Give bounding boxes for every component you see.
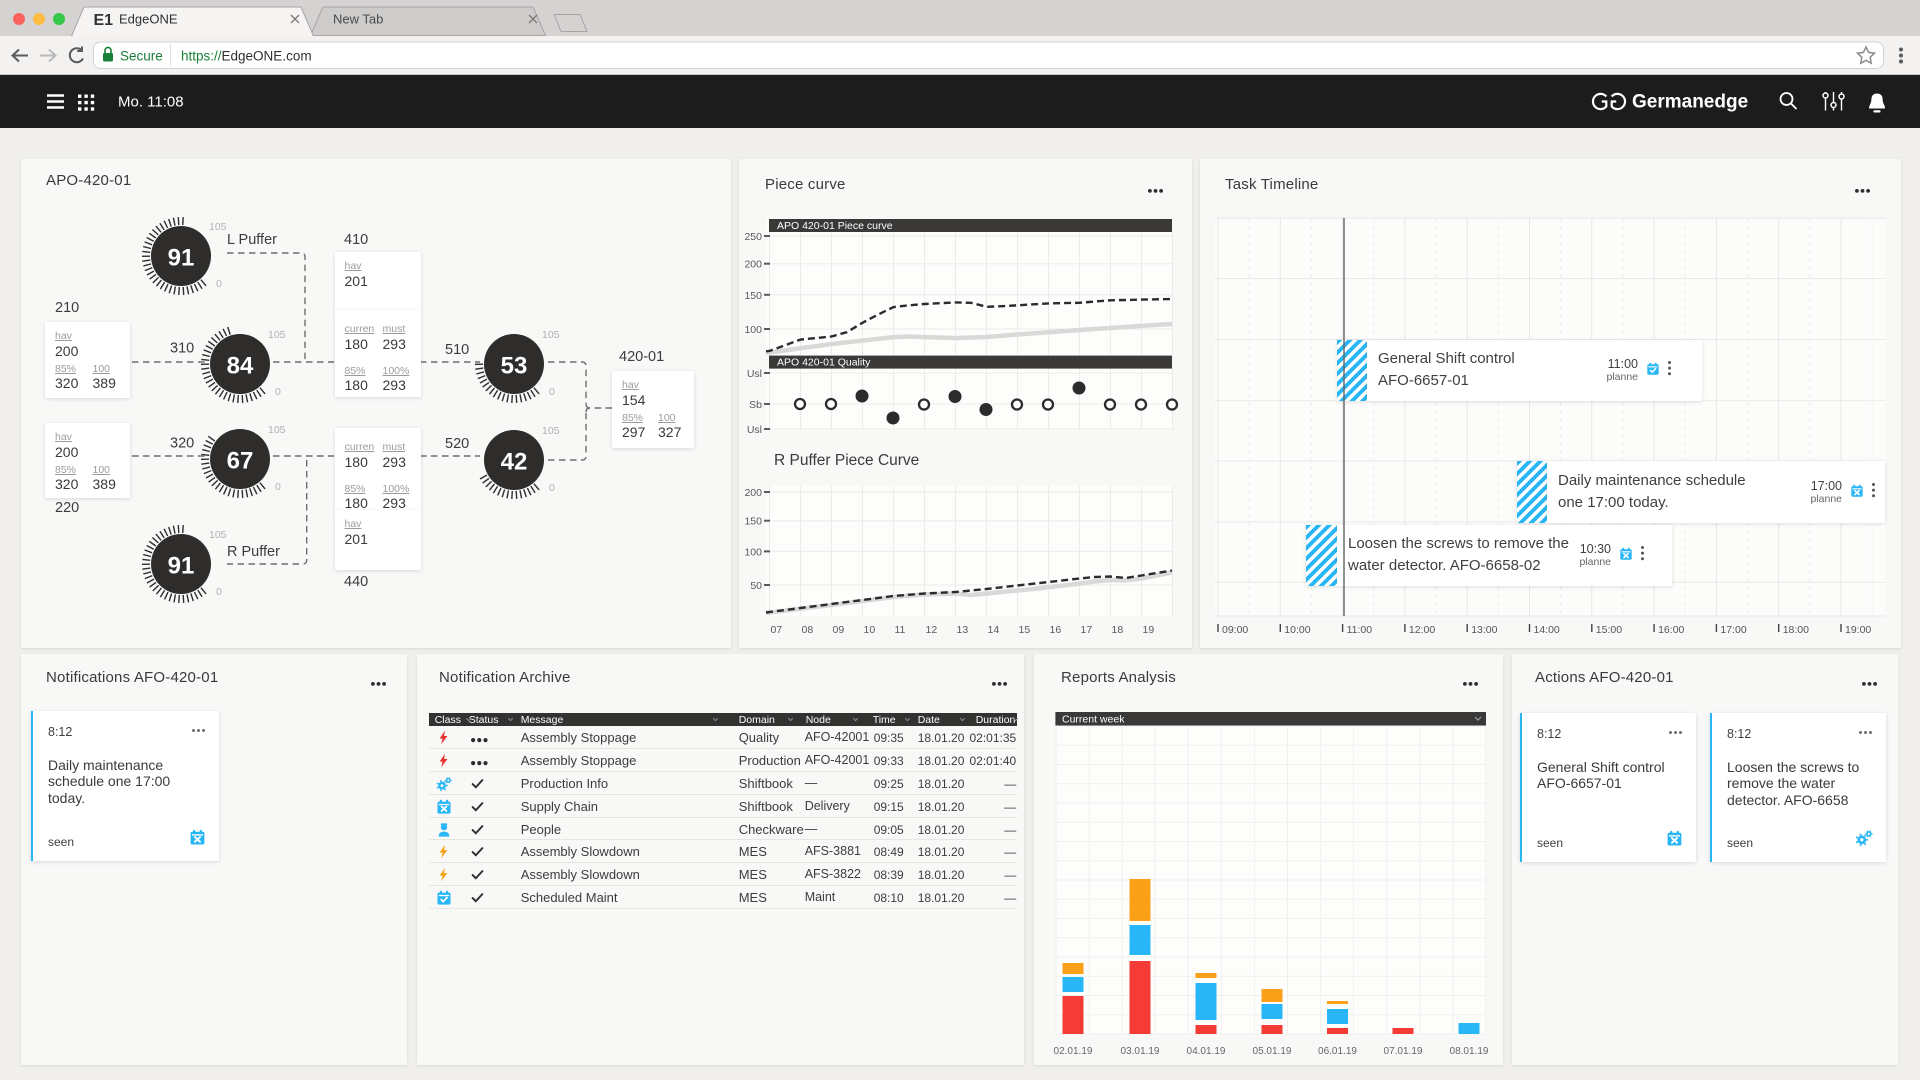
svg-text:520: 520 xyxy=(445,436,469,452)
svg-text:200: 200 xyxy=(744,259,762,271)
svg-text:91: 91 xyxy=(168,553,195,580)
svg-text:84: 84 xyxy=(227,353,254,380)
svg-text:105: 105 xyxy=(209,221,227,233)
svg-text:42: 42 xyxy=(501,449,528,476)
svg-text:10: 10 xyxy=(864,624,876,636)
svg-text:16:00: 16:00 xyxy=(1658,624,1684,636)
svg-text:APO 420-01 Piece curve: APO 420-01 Piece curve xyxy=(777,220,893,232)
svg-text:Mo. 11:08: Mo. 11:08 xyxy=(118,94,184,111)
svg-text:Current week: Current week xyxy=(1062,714,1125,726)
svg-text:Sb: Sb xyxy=(749,399,762,411)
svg-text:15:00: 15:00 xyxy=(1596,624,1622,636)
svg-text:14: 14 xyxy=(988,624,1000,636)
svg-text:105: 105 xyxy=(542,425,560,437)
svg-text:11: 11 xyxy=(895,624,906,636)
svg-text:Usl: Usl xyxy=(747,424,762,436)
svg-text:150: 150 xyxy=(744,290,762,302)
svg-text:105: 105 xyxy=(268,424,286,436)
svg-text:410: 410 xyxy=(344,232,368,248)
svg-text:L Puffer: L Puffer xyxy=(227,232,277,248)
svg-text:420-01: 420-01 xyxy=(619,349,664,365)
svg-text:New Tab: New Tab xyxy=(333,12,383,27)
svg-text:440: 440 xyxy=(344,574,368,590)
svg-text:105: 105 xyxy=(268,329,286,341)
svg-text:0: 0 xyxy=(549,386,555,398)
svg-text:105: 105 xyxy=(209,529,227,541)
svg-text:Secure: Secure xyxy=(120,49,163,64)
svg-text:03.01.19: 03.01.19 xyxy=(1121,1046,1160,1057)
svg-text:100: 100 xyxy=(744,546,762,558)
svg-text:13:00: 13:00 xyxy=(1471,624,1497,636)
svg-text:Germanedge: Germanedge xyxy=(1632,92,1748,113)
svg-text:R Puffer Piece Curve: R Puffer Piece Curve xyxy=(774,452,919,469)
svg-text:50: 50 xyxy=(750,580,762,592)
svg-text:0: 0 xyxy=(275,481,281,493)
svg-text:08: 08 xyxy=(802,624,814,636)
svg-text:0: 0 xyxy=(216,278,222,290)
svg-text:210: 210 xyxy=(55,300,79,316)
svg-text:220: 220 xyxy=(55,500,79,516)
svg-text:E1: E1 xyxy=(94,12,114,29)
svg-text:67: 67 xyxy=(227,448,254,475)
svg-text:https://EdgeONE.com: https://EdgeONE.com xyxy=(181,49,312,64)
svg-text:100: 100 xyxy=(744,324,762,336)
svg-text:02.01.19: 02.01.19 xyxy=(1054,1046,1093,1057)
svg-text:16: 16 xyxy=(1050,624,1062,636)
svg-text:19: 19 xyxy=(1143,624,1155,636)
svg-text:105: 105 xyxy=(542,329,560,341)
svg-text:150: 150 xyxy=(744,516,762,528)
svg-text:200: 200 xyxy=(744,487,762,499)
svg-text:17: 17 xyxy=(1081,624,1093,636)
svg-text:Usl: Usl xyxy=(747,368,762,380)
svg-text:APO 420-01 Quality: APO 420-01 Quality xyxy=(777,357,871,369)
svg-text:0: 0 xyxy=(216,586,222,598)
svg-text:18: 18 xyxy=(1112,624,1124,636)
svg-text:07.01.19: 07.01.19 xyxy=(1384,1046,1423,1057)
svg-text:310: 310 xyxy=(170,341,194,357)
svg-text:0: 0 xyxy=(549,482,555,494)
svg-text:320: 320 xyxy=(170,436,194,452)
svg-text:0: 0 xyxy=(275,386,281,398)
svg-text:15: 15 xyxy=(1019,624,1031,636)
svg-text:91: 91 xyxy=(168,245,195,272)
svg-text:17:00: 17:00 xyxy=(1720,624,1746,636)
svg-text:06.01.19: 06.01.19 xyxy=(1318,1046,1357,1057)
svg-text:250: 250 xyxy=(744,231,762,243)
svg-text:14:00: 14:00 xyxy=(1534,624,1560,636)
svg-text:12:00: 12:00 xyxy=(1409,624,1435,636)
svg-text:09: 09 xyxy=(833,624,845,636)
svg-text:11:00: 11:00 xyxy=(1347,624,1373,636)
svg-text:09:00: 09:00 xyxy=(1222,624,1248,636)
svg-text:19:00: 19:00 xyxy=(1845,624,1871,636)
svg-text:08.01.19: 08.01.19 xyxy=(1450,1046,1489,1057)
svg-text:07: 07 xyxy=(771,624,783,636)
svg-text:10:00: 10:00 xyxy=(1284,624,1310,636)
svg-text:13: 13 xyxy=(957,624,969,636)
svg-text:12: 12 xyxy=(926,624,938,636)
svg-text:53: 53 xyxy=(501,353,528,380)
svg-text:R Puffer: R Puffer xyxy=(227,544,280,560)
svg-text:05.01.19: 05.01.19 xyxy=(1253,1046,1292,1057)
svg-text:EdgeONE: EdgeONE xyxy=(119,12,178,27)
svg-text:510: 510 xyxy=(445,342,469,358)
svg-text:18:00: 18:00 xyxy=(1783,624,1809,636)
svg-text:04.01.19: 04.01.19 xyxy=(1187,1046,1226,1057)
